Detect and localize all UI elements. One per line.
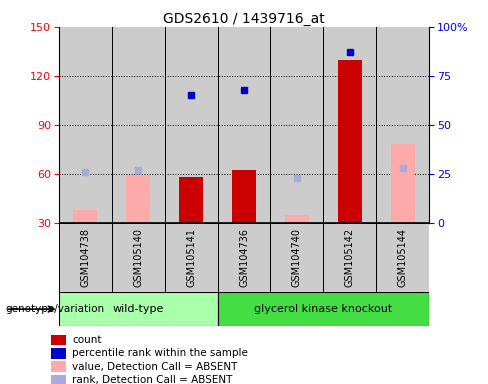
Text: value, Detection Call = ABSENT: value, Detection Call = ABSENT [72,362,238,372]
Bar [285,215,309,223]
Text: rank, Detection Call = ABSENT: rank, Detection Call = ABSENT [72,375,233,384]
Bar [324,27,376,223]
Bar [51,334,66,345]
Text: GSM104738: GSM104738 [80,228,90,287]
Text: GSM105140: GSM105140 [133,228,143,287]
Text: wild-type: wild-type [112,304,163,314]
Bar [391,144,415,223]
Text: count: count [72,335,102,345]
Bar [218,27,270,223]
Title: GDS2610 / 1439716_at: GDS2610 / 1439716_at [163,12,325,26]
Bar [59,27,112,223]
Bar [59,292,218,326]
Text: GSM104736: GSM104736 [239,228,249,287]
Bar [376,27,429,223]
Text: GSM105144: GSM105144 [398,228,408,287]
Bar [112,27,164,223]
Bar [270,223,324,292]
Text: GSM105142: GSM105142 [345,228,355,287]
Bar [164,223,218,292]
Bar [51,375,66,384]
Bar [218,223,270,292]
Bar [51,348,66,359]
Text: glycerol kinase knockout: glycerol kinase knockout [254,304,393,314]
Bar [164,27,218,223]
Bar [179,177,203,223]
Text: genotype/variation: genotype/variation [5,304,104,314]
Bar [112,223,164,292]
Bar [338,60,362,223]
Bar [232,170,256,223]
Bar [270,27,324,223]
Bar [376,223,429,292]
Bar [218,292,429,326]
Bar [73,210,97,223]
Text: percentile rank within the sample: percentile rank within the sample [72,348,248,358]
Bar [126,175,150,223]
Bar [59,223,112,292]
Bar [324,223,376,292]
Text: GSM105141: GSM105141 [186,228,196,287]
Text: GSM104740: GSM104740 [292,228,302,287]
Bar [51,361,66,372]
